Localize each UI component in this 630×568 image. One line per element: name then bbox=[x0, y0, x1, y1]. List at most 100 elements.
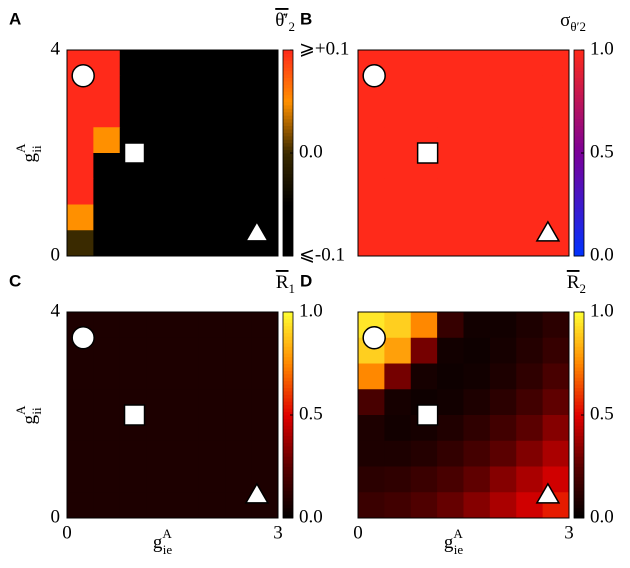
heatmap-cell bbox=[225, 50, 253, 77]
heatmap-cell bbox=[542, 101, 570, 128]
colorbar-segment bbox=[283, 404, 293, 409]
heatmap-cell bbox=[489, 466, 517, 493]
heatmap-cell bbox=[384, 127, 412, 154]
heatmap-cell bbox=[225, 466, 253, 493]
colorbar-segment bbox=[574, 480, 584, 485]
heatmap-cell bbox=[542, 440, 570, 467]
colorbar-label-sub: 2 bbox=[580, 281, 587, 296]
heatmap-cell bbox=[516, 312, 544, 339]
colorbar-segment bbox=[574, 166, 584, 171]
heatmap-cell bbox=[516, 101, 544, 128]
colorbar-segment bbox=[283, 77, 293, 82]
colorbar-segment bbox=[574, 249, 584, 254]
colorbar-segment bbox=[283, 115, 293, 120]
colorbar-segment bbox=[283, 353, 293, 358]
colorbar-segment bbox=[574, 70, 584, 75]
heatmap-cell bbox=[516, 204, 544, 231]
marker-circle bbox=[362, 64, 386, 88]
marker-square bbox=[416, 404, 439, 426]
heatmap-cell bbox=[489, 178, 517, 205]
colorbar-segment bbox=[574, 194, 584, 199]
colorbar-segment bbox=[574, 170, 584, 175]
colorbar-segment bbox=[283, 366, 293, 371]
x-tick-label: 3 bbox=[273, 522, 283, 543]
colorbar-segment bbox=[574, 159, 584, 164]
x-axis-label-sub: ie bbox=[454, 542, 464, 557]
colorbar-segment bbox=[283, 228, 293, 233]
colorbar-segment bbox=[283, 442, 293, 447]
colorbar-segment bbox=[283, 360, 293, 364]
heatmap-cell bbox=[437, 389, 464, 416]
colorbar-segment bbox=[283, 380, 293, 385]
heatmap-cell bbox=[119, 363, 147, 390]
colorbar-segment bbox=[574, 211, 584, 216]
colorbar-segment bbox=[283, 342, 293, 347]
colorbar-segment bbox=[574, 142, 584, 147]
colorbar-segment bbox=[574, 397, 584, 402]
heatmap-cell bbox=[437, 178, 464, 205]
colorbar-segment bbox=[283, 118, 293, 123]
heatmap-cell bbox=[489, 204, 517, 231]
colorbar-segment bbox=[574, 514, 584, 519]
colorbar-segment bbox=[574, 53, 584, 58]
colorbar-segment bbox=[283, 476, 293, 481]
heatmap-cell bbox=[437, 415, 464, 442]
heatmap-cell bbox=[410, 492, 438, 519]
colorbar-segment bbox=[574, 415, 584, 419]
colorbar-segment bbox=[283, 459, 293, 464]
colorbar-segment bbox=[283, 122, 293, 127]
heatmap-cell bbox=[225, 415, 253, 442]
y-axis-label-sub: ii bbox=[29, 145, 44, 153]
heatmap-cell bbox=[384, 204, 412, 231]
heatmap-cell bbox=[119, 312, 147, 339]
colorbar-segment bbox=[283, 84, 293, 89]
heatmap-cell bbox=[172, 204, 200, 231]
heatmap-cell bbox=[172, 363, 200, 390]
colorbar-segment bbox=[283, 56, 293, 61]
heatmap-cell bbox=[410, 101, 438, 128]
colorbar-segment bbox=[283, 336, 293, 340]
heatmap-cell bbox=[198, 389, 226, 416]
colorbar-segment bbox=[283, 466, 293, 471]
colorbar-segment bbox=[283, 104, 293, 109]
colorbar-segment bbox=[574, 91, 584, 96]
colorbar-segment bbox=[574, 411, 584, 416]
colorbar-label: R1 bbox=[276, 272, 295, 296]
heatmap-cell bbox=[358, 415, 385, 442]
colorbar-segment bbox=[283, 173, 293, 178]
colorbar-segment bbox=[574, 139, 584, 144]
colorbar-segment bbox=[574, 473, 584, 478]
heatmap-cell bbox=[119, 178, 147, 205]
colorbar-segment bbox=[283, 452, 293, 457]
heatmap-cell bbox=[437, 230, 464, 257]
colorbar-segment bbox=[574, 432, 584, 437]
heatmap-cell bbox=[251, 153, 279, 180]
heatmap-cell bbox=[489, 101, 517, 128]
heatmap-cell bbox=[251, 312, 279, 339]
heatmap-cell bbox=[146, 440, 173, 467]
colorbar-label-sub: 1 bbox=[289, 281, 296, 296]
heatmap-cell bbox=[516, 75, 544, 102]
colorbar-segment bbox=[283, 190, 293, 195]
heatmap-cell bbox=[489, 363, 517, 390]
colorbar-segment bbox=[283, 356, 293, 361]
heatmap-cell bbox=[198, 492, 226, 519]
x-axis-label-main: g bbox=[153, 532, 163, 553]
colorbar-segment bbox=[283, 480, 293, 485]
colorbar-segment bbox=[283, 493, 293, 498]
heatmap-cell bbox=[516, 492, 544, 519]
colorbar-segment bbox=[574, 228, 584, 233]
colorbar-segment bbox=[574, 483, 584, 488]
colorbar-segment bbox=[574, 67, 584, 72]
heatmap-cell bbox=[489, 230, 517, 257]
heatmap-cell bbox=[198, 75, 226, 102]
heatmap-cell bbox=[437, 204, 464, 231]
heatmap-cell bbox=[251, 440, 279, 467]
heatmap-cell bbox=[542, 389, 570, 416]
colorbar-segment bbox=[574, 408, 584, 413]
heatmap-cell bbox=[172, 389, 200, 416]
panel-letter: B bbox=[300, 9, 312, 28]
colorbar-segment bbox=[574, 387, 584, 392]
heatmap-cell bbox=[489, 50, 517, 77]
colorbar-segment bbox=[283, 153, 293, 157]
